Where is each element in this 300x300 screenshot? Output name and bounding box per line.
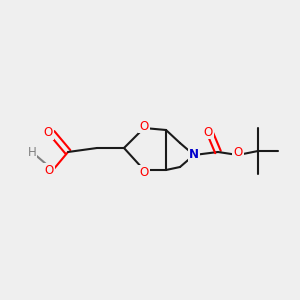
Text: O: O [140, 119, 148, 133]
Text: O: O [140, 166, 148, 178]
Text: O: O [203, 125, 213, 139]
Text: N: N [189, 148, 199, 161]
Text: O: O [233, 146, 243, 160]
Text: O: O [44, 164, 54, 176]
Text: O: O [44, 127, 52, 140]
Text: H: H [28, 146, 36, 158]
